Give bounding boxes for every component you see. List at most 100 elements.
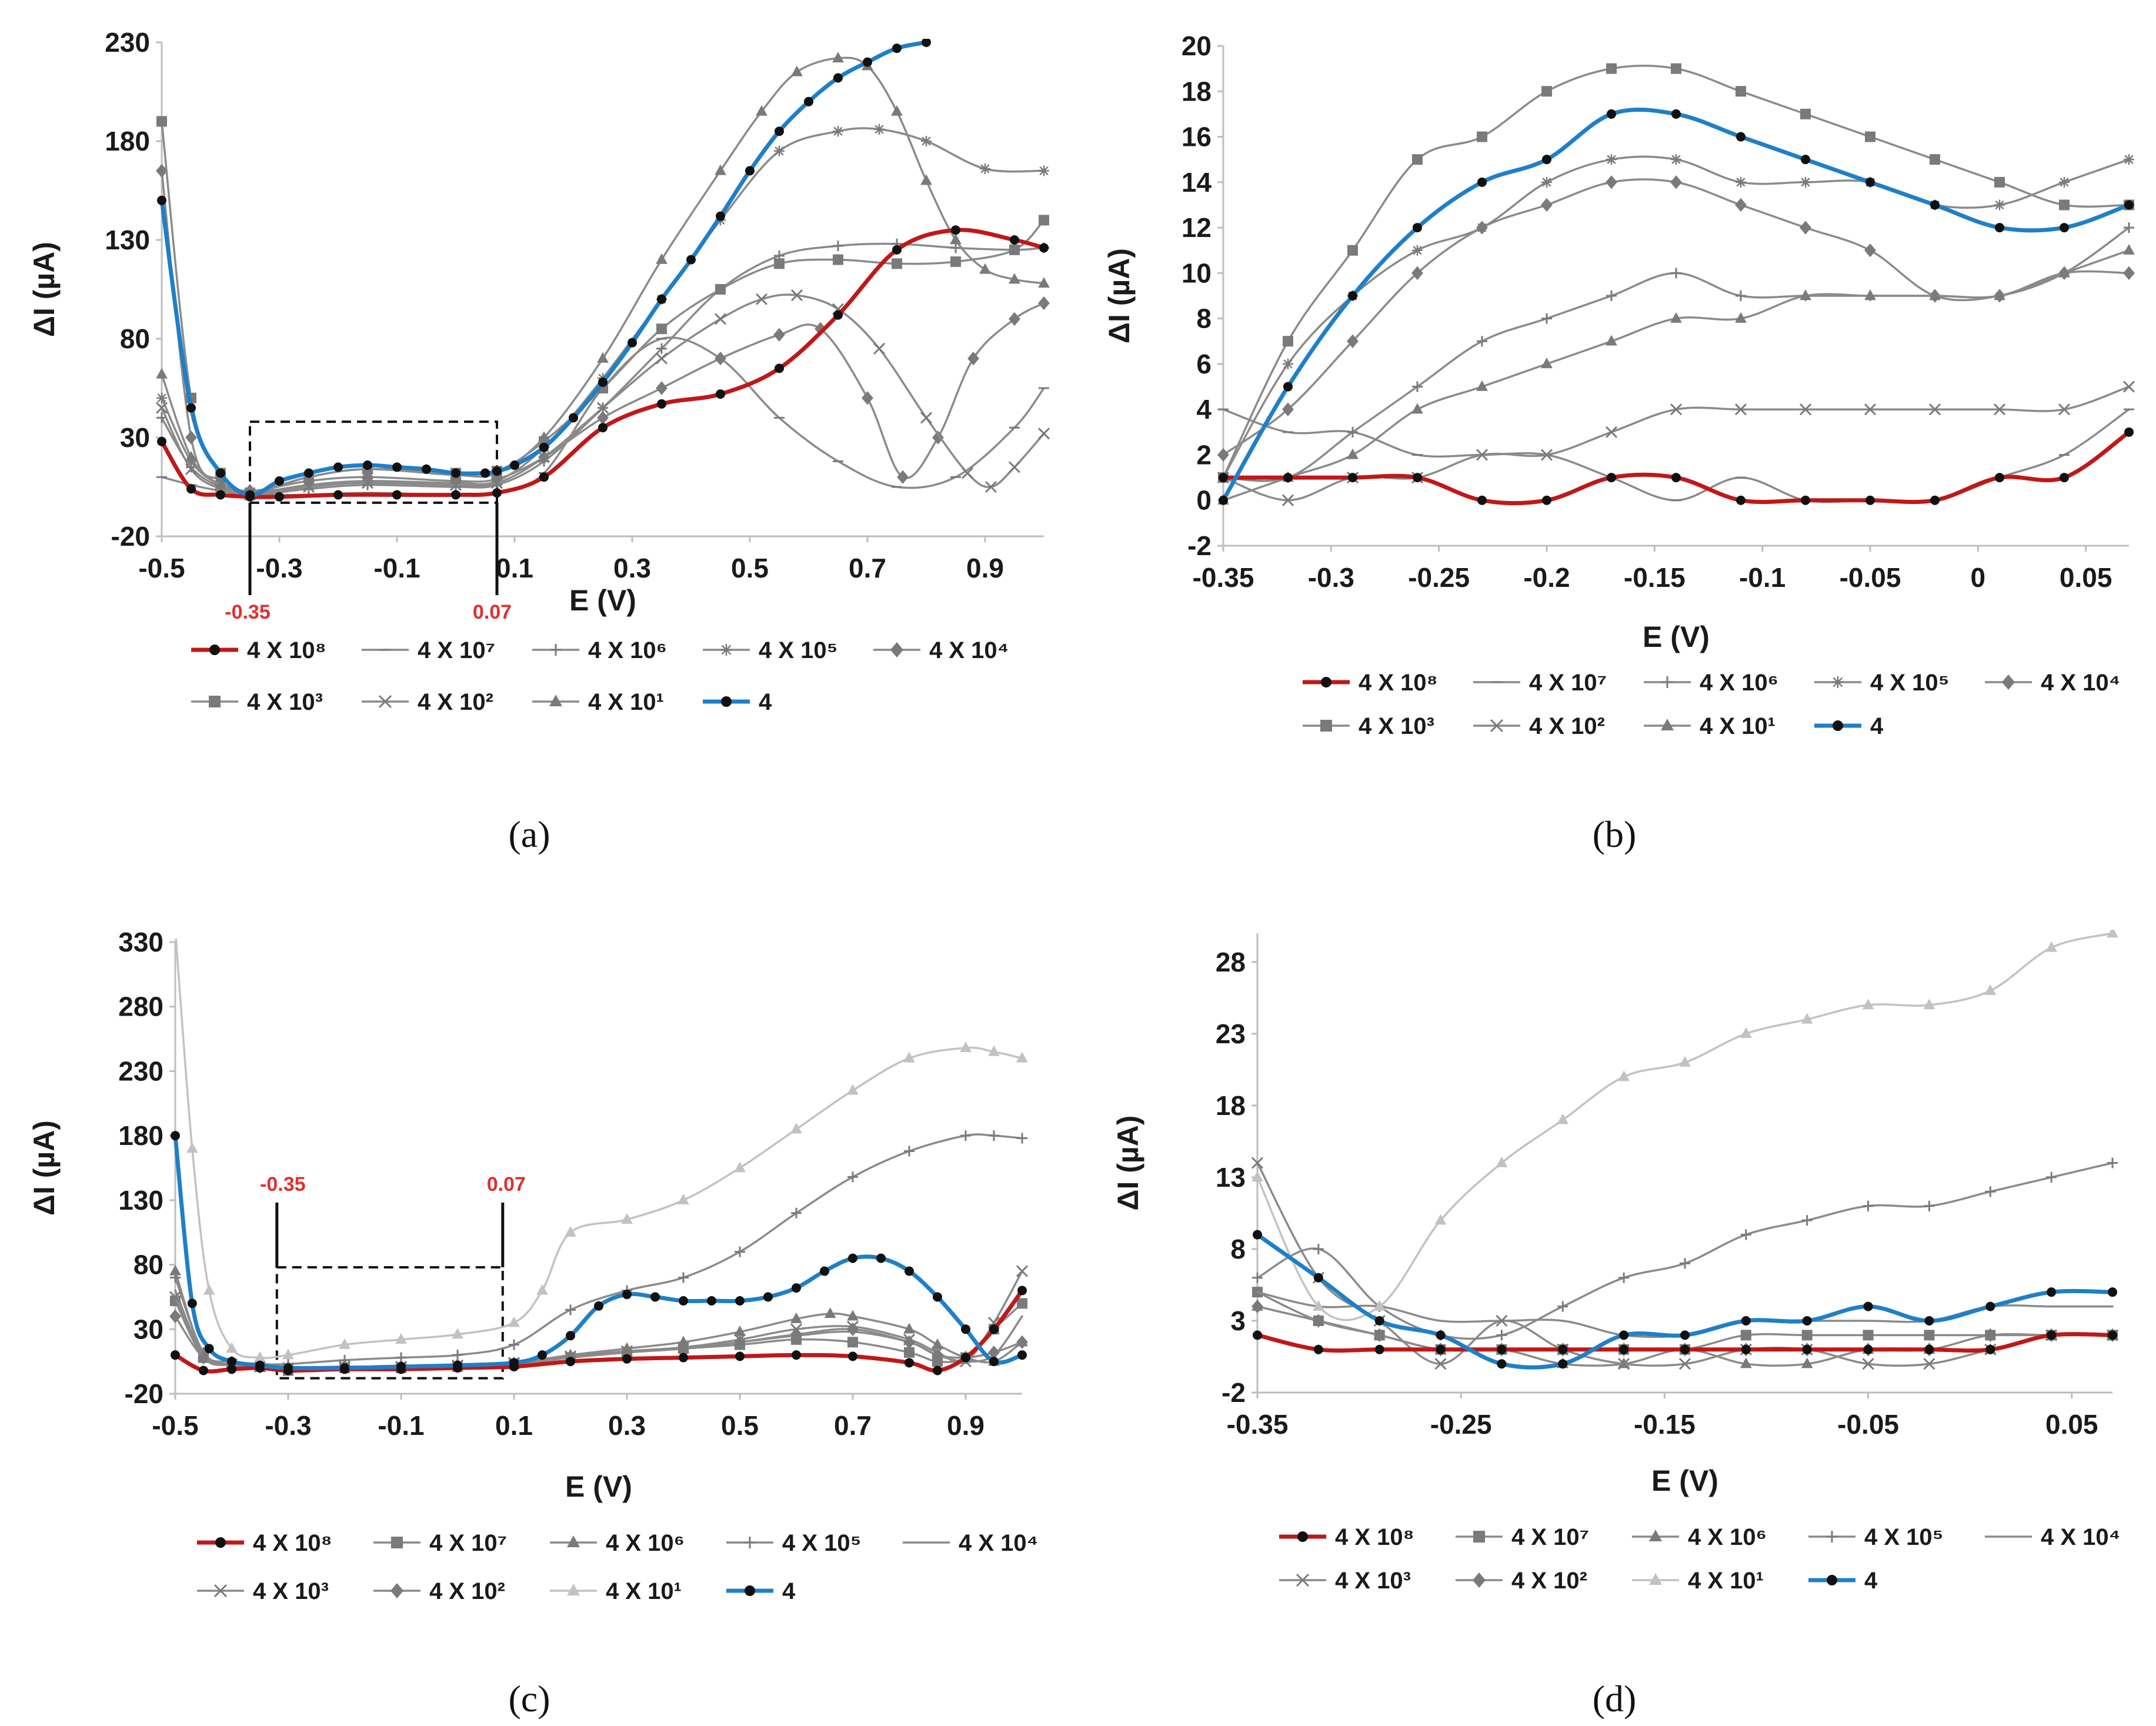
data-point — [790, 1312, 802, 1323]
potential-marker-label: 0.07 — [487, 1173, 526, 1196]
data-point — [1736, 132, 1746, 142]
data-point — [1863, 1301, 1873, 1311]
data-point — [1670, 175, 1682, 189]
data-point — [1016, 1335, 1028, 1349]
data-point — [1251, 1171, 1263, 1182]
data-point — [156, 116, 167, 127]
y-tick-label: 6 — [1196, 349, 1212, 379]
data-point — [539, 472, 549, 482]
data-point — [1373, 1300, 1386, 1311]
data-point — [961, 467, 974, 479]
data-point — [988, 1346, 1000, 1360]
data-point — [1740, 1330, 1751, 1341]
data-point — [677, 1194, 689, 1205]
data-point — [932, 1348, 943, 1362]
data-point — [848, 1253, 857, 1263]
data-point — [1411, 403, 1423, 414]
data-point — [169, 1309, 181, 1324]
x-tick-label: 0.05 — [2045, 1409, 2098, 1440]
data-point — [903, 1323, 915, 1334]
data-point — [453, 1360, 462, 1370]
data-point — [302, 480, 315, 493]
legend-item: 4 X 10⁷ — [1473, 670, 1607, 696]
data-point — [621, 1213, 633, 1224]
data-point — [1924, 1200, 1935, 1211]
legend-label: 4 X 10² — [1529, 713, 1605, 739]
legend-swatch-marker — [744, 1537, 756, 1548]
x-tick-label: -0.25 — [1430, 1409, 1492, 1440]
legend-item: 4 X 10³ — [197, 1578, 329, 1604]
y-tick-label: 18 — [1182, 76, 1212, 106]
data-point — [1313, 1273, 1323, 1283]
data-point — [792, 1350, 801, 1360]
data-point — [361, 477, 374, 489]
data-point — [171, 1131, 180, 1141]
data-point — [848, 1351, 857, 1361]
data-point — [791, 1207, 802, 1218]
legend-item: 4 X 10⁴ — [903, 1530, 1038, 1556]
series-5 — [1217, 175, 2135, 462]
data-point — [1984, 1328, 1997, 1343]
panel-d: -2 3 8 13 18 23 28 -0.35 -0.25 -0.15 -0.05 0.05 E (V… — [1112, 930, 2120, 1594]
series-7 — [169, 1309, 1028, 1375]
legend-item: 4 X 10⁷ — [373, 1530, 507, 1556]
data-point — [598, 377, 608, 387]
data-point — [1985, 1344, 1995, 1354]
data-point — [820, 1266, 829, 1276]
legend-label: 4 X 10³ — [253, 1578, 329, 1604]
data-point — [622, 1290, 632, 1300]
data-point — [2059, 199, 2070, 211]
data-point — [715, 351, 726, 366]
data-point — [1741, 1344, 1751, 1354]
data-point — [874, 123, 885, 135]
data-point — [1680, 1330, 1690, 1340]
data-point — [862, 391, 873, 405]
x-tick-label: -0.1 — [378, 1410, 424, 1441]
series-line — [159, 228, 1046, 499]
legend-label: 4 X 10⁶ — [588, 637, 667, 663]
data-point — [1734, 403, 1747, 416]
data-point — [1413, 223, 1422, 233]
data-point — [1801, 1357, 1813, 1368]
data-point — [1736, 176, 1746, 188]
data-point — [2047, 1287, 2057, 1297]
legend-label: 4 X 10⁴ — [2041, 1524, 2120, 1550]
x-tick-label: 0.7 — [834, 1410, 872, 1441]
data-point — [804, 96, 813, 106]
legend-label: 4 X 10¹ — [588, 689, 664, 715]
data-point — [1283, 358, 1293, 369]
series-line — [1222, 65, 2130, 479]
y-tick-label: 18 — [1216, 1090, 1246, 1121]
series-5 — [1256, 1291, 2114, 1338]
data-point — [1606, 291, 1617, 301]
legend-label: 4 X 10⁶ — [606, 1530, 685, 1556]
data-point — [734, 1325, 746, 1336]
data-point — [960, 1130, 971, 1141]
y-tick-label: 3 — [1230, 1306, 1246, 1336]
legend-label: 4 — [759, 689, 772, 715]
series-line — [1221, 430, 2131, 506]
data-point — [492, 488, 502, 498]
data-point — [775, 363, 784, 373]
data-point — [1313, 1243, 1324, 1254]
data-point — [1283, 336, 1293, 347]
y-tick-label: 10 — [1182, 258, 1212, 288]
data-point — [622, 1354, 632, 1364]
legend-item: 4 X 10¹ — [1632, 1568, 1764, 1594]
data-point — [1994, 176, 2005, 188]
series-3 — [169, 1264, 1028, 1373]
data-point — [1994, 199, 2005, 211]
data-point — [1476, 221, 1488, 235]
data-point — [1740, 1027, 1752, 1039]
data-point — [363, 460, 372, 470]
legend-label: 4 X 10³ — [1359, 713, 1434, 739]
data-point — [1282, 402, 1294, 416]
data-point — [873, 342, 886, 355]
legend-item: 4 — [1808, 1568, 1878, 1594]
y-tick-label: 230 — [118, 1056, 163, 1086]
data-point — [1863, 1200, 1874, 1211]
legend-label: 4 X 10⁵ — [1870, 670, 1949, 696]
x-axis-label: E (V) — [569, 584, 636, 617]
data-point — [171, 1350, 180, 1360]
data-point — [1251, 1157, 1264, 1169]
